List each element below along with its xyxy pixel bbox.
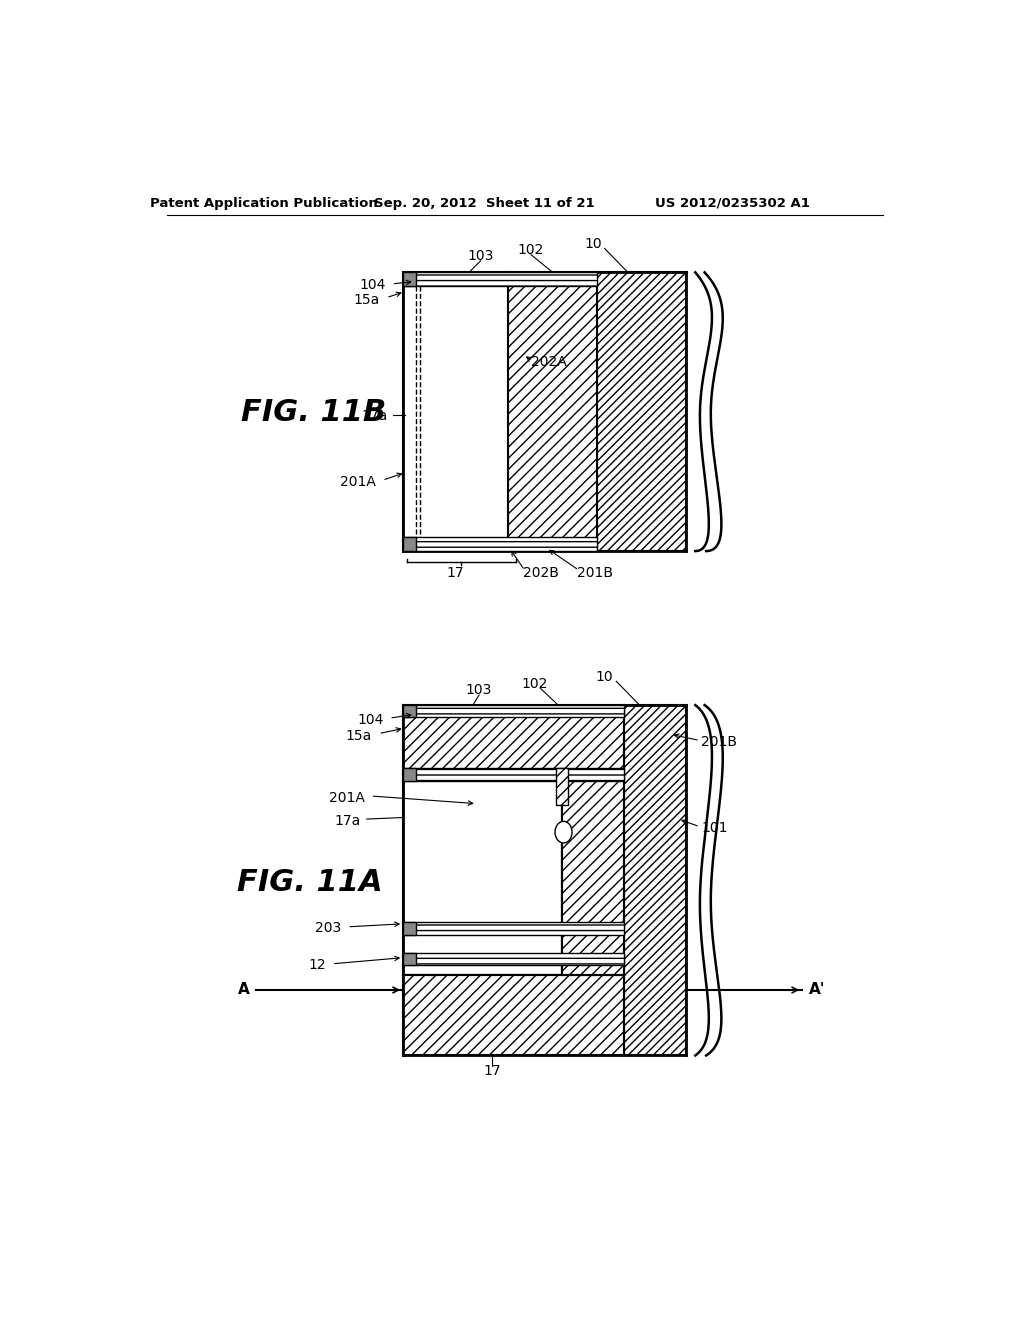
Text: 104: 104 — [357, 714, 384, 727]
Text: 103: 103 — [467, 249, 494, 263]
Bar — [403, 953, 624, 965]
Text: A': A' — [809, 982, 825, 998]
Bar — [403, 537, 597, 552]
Text: 201B: 201B — [578, 566, 613, 579]
Bar — [403, 272, 597, 286]
Bar — [403, 923, 624, 935]
Text: 12: 12 — [308, 958, 326, 973]
Bar — [403, 923, 416, 935]
Bar — [403, 705, 624, 775]
Text: 203: 203 — [314, 921, 341, 936]
Text: US 2012/0235302 A1: US 2012/0235302 A1 — [655, 197, 810, 210]
Bar — [403, 272, 416, 286]
Text: 202B: 202B — [523, 566, 559, 579]
Text: FIG. 11B: FIG. 11B — [242, 399, 387, 426]
Text: 101: 101 — [701, 821, 728, 836]
Text: 202A: 202A — [531, 355, 566, 370]
Bar — [597, 272, 686, 552]
Bar — [624, 705, 686, 1056]
Text: 10: 10 — [596, 669, 613, 684]
Ellipse shape — [555, 821, 572, 843]
Bar — [562, 775, 624, 974]
Text: 17a: 17a — [334, 813, 360, 828]
Text: 103: 103 — [466, 682, 493, 697]
Bar — [403, 705, 624, 718]
Text: Sep. 20, 2012  Sheet 11 of 21: Sep. 20, 2012 Sheet 11 of 21 — [374, 197, 595, 210]
Bar — [403, 768, 416, 780]
Text: 102: 102 — [518, 243, 544, 257]
Bar — [403, 537, 416, 552]
Bar — [556, 768, 568, 805]
Text: 102: 102 — [521, 677, 548, 690]
Bar — [403, 974, 624, 1056]
Text: 104: 104 — [359, 279, 386, 293]
Bar — [403, 953, 416, 965]
Text: 10: 10 — [584, 236, 602, 251]
Bar — [403, 775, 562, 974]
Text: FIG. 11A: FIG. 11A — [238, 867, 383, 896]
Text: 17: 17 — [446, 566, 464, 579]
Bar — [403, 768, 624, 780]
Bar — [403, 272, 508, 552]
Text: 201A: 201A — [329, 791, 365, 804]
Bar — [403, 705, 416, 718]
Text: 17: 17 — [483, 1064, 501, 1078]
Text: 201A: 201A — [340, 475, 376, 488]
Text: 15a: 15a — [346, 729, 372, 743]
Text: 201B: 201B — [701, 735, 737, 748]
Text: 17a: 17a — [361, 409, 388, 424]
Text: 15a: 15a — [353, 293, 380, 308]
Text: A: A — [238, 982, 250, 998]
Bar — [508, 272, 597, 552]
Text: Patent Application Publication: Patent Application Publication — [150, 197, 378, 210]
